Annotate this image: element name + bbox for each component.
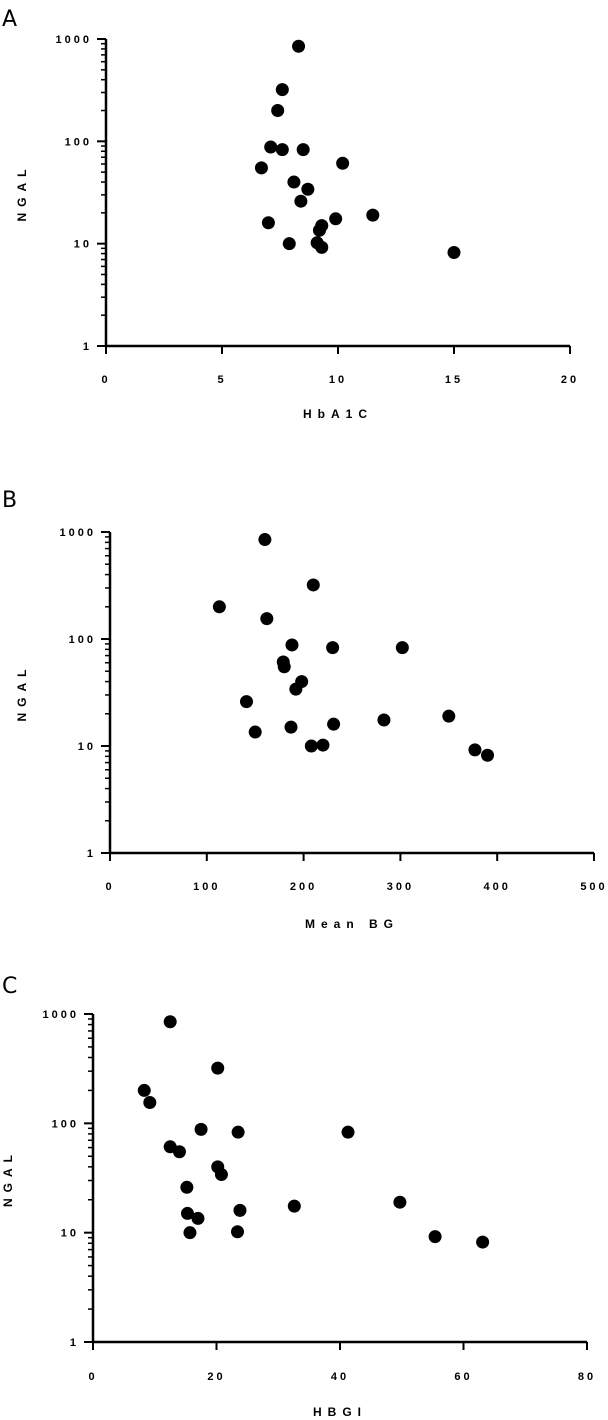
x-tick-label: 0 (88, 1371, 97, 1383)
y-tick-label: 10 (74, 239, 92, 251)
data-point (282, 237, 296, 251)
data-point (180, 1180, 194, 1194)
x-tick-label: 40 (331, 1371, 349, 1383)
data-point (264, 140, 278, 154)
y-tick-label: 1000 (43, 1009, 79, 1021)
data-point (447, 245, 461, 259)
chart-panel-c: C 1 10 100 1000 0 20 40 60 80 HBGI NGAL (1, 974, 596, 1419)
data-point (366, 208, 380, 222)
y-tick-label: 1 (83, 341, 92, 353)
x-tick-label: 80 (578, 1371, 596, 1383)
panel-label: A (2, 7, 17, 32)
y-tick-label: 10 (78, 741, 96, 753)
y-tick-label: 100 (65, 136, 92, 148)
data-point (248, 725, 262, 739)
data-point (395, 641, 409, 655)
x-tick-label: 5 (217, 374, 226, 386)
y-tick-label: 10 (61, 1228, 79, 1240)
data-point (287, 1199, 301, 1213)
data-point (214, 1168, 228, 1182)
data-point (275, 143, 289, 157)
panel-label: B (2, 488, 17, 513)
y-axis-title: NGAL (15, 164, 29, 222)
x-tick-label: 0 (101, 374, 110, 386)
x-axis-title: HbA1C (303, 407, 373, 421)
data-point (301, 182, 315, 196)
y-tick-label: 1 (87, 848, 96, 860)
x-tick-label: 100 (193, 881, 220, 893)
panel-label: C (2, 974, 17, 999)
data-point (312, 223, 326, 237)
data-point (468, 743, 482, 757)
data-point (212, 600, 226, 614)
data-point (254, 161, 268, 175)
chart-panel-a: A 1 10 100 1000 0 5 10 15 20 HbA1C NGAL (2, 7, 579, 421)
x-tick-label: 500 (580, 881, 607, 893)
data-point (326, 641, 340, 655)
x-tick-label: 20 (207, 1371, 225, 1383)
data-point (163, 1015, 177, 1029)
data-point (442, 709, 456, 723)
x-axis-title: HBGI (313, 1405, 367, 1419)
data-point (292, 39, 306, 53)
data-point (230, 1225, 244, 1239)
data-point (315, 240, 329, 254)
data-point (211, 1061, 225, 1075)
data-point (304, 739, 318, 753)
data-point (316, 738, 330, 752)
data-point (277, 660, 291, 674)
data-point (481, 748, 495, 762)
data-point (294, 194, 308, 208)
y-tick-label: 1000 (56, 34, 92, 46)
data-point (306, 578, 320, 592)
data-point (180, 1206, 194, 1220)
x-tick-label: 15 (445, 374, 463, 386)
data-point (275, 83, 289, 97)
data-point (271, 104, 285, 118)
data-point (261, 216, 275, 230)
data-point (284, 720, 298, 734)
chart-panel-b: B 1 10 100 1000 0 100 200 300 400 500 Mean BG NGAL (2, 488, 607, 931)
data-point (377, 713, 391, 727)
data-point (183, 1226, 197, 1240)
x-tick-label: 400 (484, 881, 511, 893)
data-point (393, 1195, 407, 1209)
data-point (327, 717, 341, 731)
data-point (260, 612, 274, 626)
data-point (476, 1235, 490, 1249)
x-tick-label: 10 (329, 374, 347, 386)
data-point (194, 1122, 208, 1136)
x-tick-label: 0 (105, 881, 114, 893)
data-point (285, 638, 299, 652)
data-point (191, 1211, 205, 1225)
y-tick-label: 1000 (60, 527, 96, 539)
data-point (428, 1230, 442, 1244)
x-tick-label: 20 (561, 374, 579, 386)
x-tick-label: 300 (387, 881, 414, 893)
x-axis-title: Mean BG (305, 917, 399, 931)
data-point (143, 1096, 157, 1110)
data-point (336, 156, 350, 170)
data-point (239, 695, 253, 709)
data-point (341, 1125, 355, 1139)
x-tick-label: 60 (454, 1371, 472, 1383)
data-point (258, 533, 272, 547)
y-axis-title: NGAL (1, 1149, 15, 1207)
y-axis-title: NGAL (15, 664, 29, 722)
x-tick-label: 200 (290, 881, 317, 893)
data-point (172, 1145, 186, 1159)
data-point (137, 1083, 151, 1097)
y-tick-label: 1 (70, 1337, 79, 1349)
y-tick-label: 100 (69, 634, 96, 646)
y-tick-label: 100 (52, 1118, 79, 1130)
data-point (289, 682, 303, 696)
data-point (231, 1125, 245, 1139)
data-point (296, 143, 310, 157)
data-point (233, 1203, 247, 1217)
data-point (329, 212, 343, 226)
data-point (287, 175, 301, 189)
